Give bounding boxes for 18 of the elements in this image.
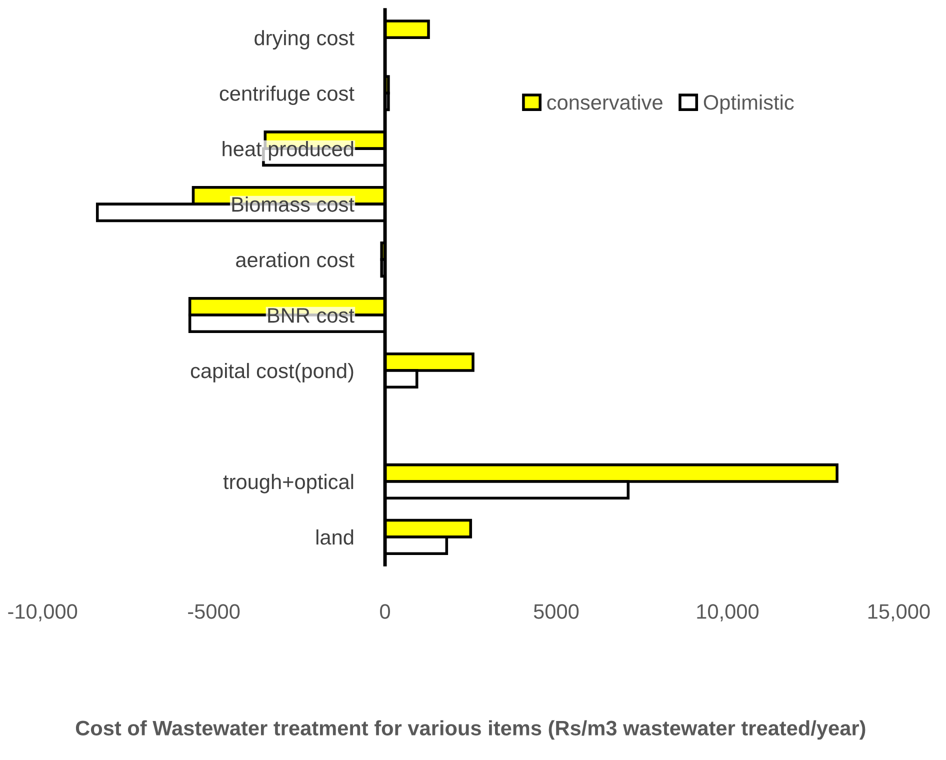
y-tick-label: capital cost(pond)	[190, 362, 354, 382]
y-tick-label: Biomass cost	[232, 196, 354, 212]
legend-label: Optimistic	[704, 94, 794, 114]
x-tick-label: 0	[380, 604, 390, 619]
x-axis-title: Cost of Wastewater treatment for various items (Rs/m3 wastewater treated/year)	[76, 720, 866, 740]
legend-label: conservative	[547, 94, 662, 110]
x-tick-label: 10,000	[697, 604, 759, 622]
x-tick-label: -10,000	[8, 604, 78, 622]
x-tick-label: -5000	[188, 604, 240, 619]
y-tick-label: drying cost	[254, 30, 354, 50]
y-tick-label: aeration cost	[236, 252, 354, 268]
x-tick-label: 5000	[534, 604, 579, 619]
y-tick-label: BNR cost	[268, 308, 354, 323]
y-tick-label: land	[316, 529, 354, 545]
y-tick-label: trough+optical	[223, 474, 354, 494]
y-tick-label: heat produced	[222, 141, 354, 160]
x-tick-label: 15,000	[868, 604, 930, 622]
y-tick-label: centrifuge cost	[220, 86, 354, 105]
